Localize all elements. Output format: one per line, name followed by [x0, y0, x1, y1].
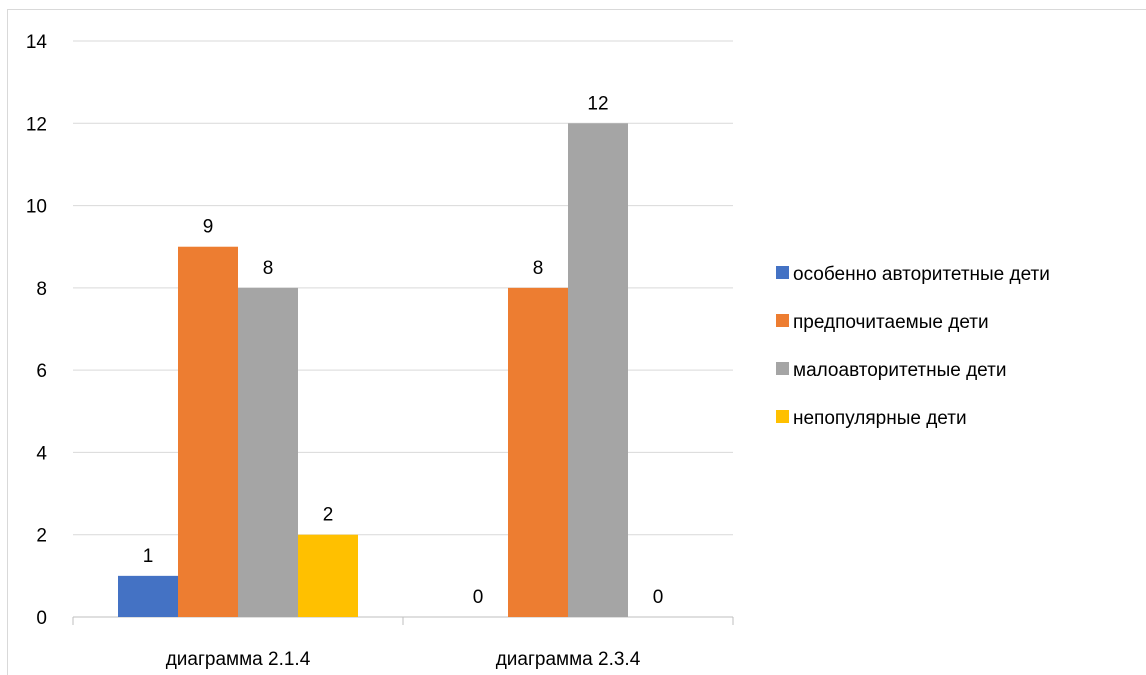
data-label: 8: [263, 258, 274, 279]
legend-swatch: [776, 314, 789, 327]
chart-frame: [7, 9, 1146, 675]
bar: [298, 534, 358, 617]
legend-swatch: [776, 362, 789, 375]
data-label: 0: [653, 587, 664, 608]
y-tick-label: 12: [26, 114, 47, 135]
bar: [568, 123, 628, 618]
legend-label: непопулярные дети: [793, 408, 967, 429]
y-tick-label: 0: [36, 608, 47, 629]
bar: [508, 287, 568, 617]
legend-label: малоавторитетные дети: [793, 360, 1006, 381]
legend-label: предпочитаемые дети: [793, 312, 989, 333]
bar: [178, 246, 238, 617]
legend-swatch: [776, 266, 789, 279]
y-tick-label: 14: [26, 32, 48, 53]
bar: [118, 575, 178, 617]
data-label: 12: [587, 93, 608, 114]
category-label: диаграмма 2.1.4: [166, 649, 311, 670]
category-label: диаграмма 2.3.4: [496, 649, 641, 670]
data-label: 9: [203, 217, 214, 238]
y-tick-label: 4: [36, 443, 47, 464]
data-label: 2: [323, 505, 334, 526]
bar: [238, 287, 298, 617]
data-label: 0: [473, 587, 484, 608]
legend-label: особенно авторитетные дети: [793, 264, 1050, 285]
y-tick-label: 6: [36, 361, 47, 382]
data-label: 8: [533, 258, 544, 279]
y-tick-label: 10: [26, 197, 47, 218]
data-label: 1: [143, 546, 154, 567]
legend-swatch: [776, 410, 789, 423]
y-tick-label: 2: [36, 526, 47, 547]
y-tick-label: 8: [36, 279, 47, 300]
